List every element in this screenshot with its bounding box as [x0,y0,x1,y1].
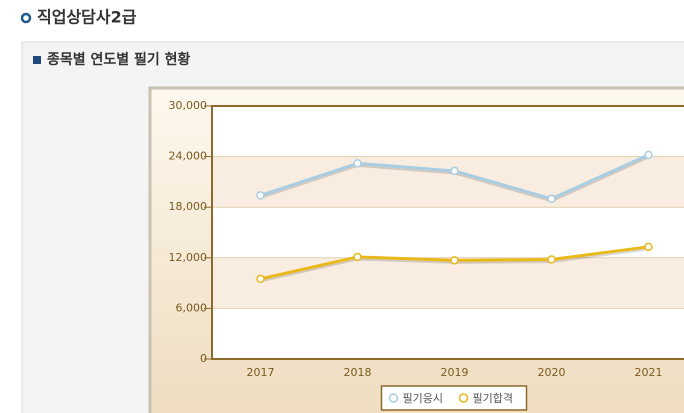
grid-band [212,156,684,208]
y-tick-label: 0 [200,352,207,365]
x-tick-label: 2017 [247,366,275,379]
legend-label: 필기합격 [473,392,513,405]
plot-border [211,105,684,360]
x-tick-label: 2019 [441,366,469,379]
point [547,255,556,264]
point [256,191,265,200]
y-tick-label: 30,000 [169,99,208,112]
legend-label: 필기응시 [403,392,443,405]
x-tick-label: 2020 [538,366,566,379]
point [450,166,459,176]
grid-band [212,257,684,309]
point [353,252,362,262]
point [353,159,362,168]
y-tick-label: 24,000 [169,150,208,163]
point [256,274,265,284]
legend-box [380,385,528,411]
x-tick-label: 2018 [344,366,372,379]
point [644,150,653,160]
chart: 0 6,000 12,000 18,000 24,000 30,000 2017 2018 20… [169,99,684,411]
x-tick-label: 2021 [635,366,663,379]
title-bullet [20,12,32,24]
point [450,256,459,265]
y-tick-label: 6,000 [176,301,208,314]
section-title: 종목별 연도별 필기 현황 [47,51,191,68]
plot-area [212,106,684,359]
y-tick-label: 12,000 [169,251,208,264]
point [644,242,653,252]
point [547,194,556,204]
series-layer [256,150,653,284]
page-title: 직업상담사2급 [37,8,137,27]
legend-marker [458,393,469,403]
section-bullet [33,56,41,64]
y-tick-label: 18,000 [169,200,208,213]
legend-marker [388,393,399,403]
